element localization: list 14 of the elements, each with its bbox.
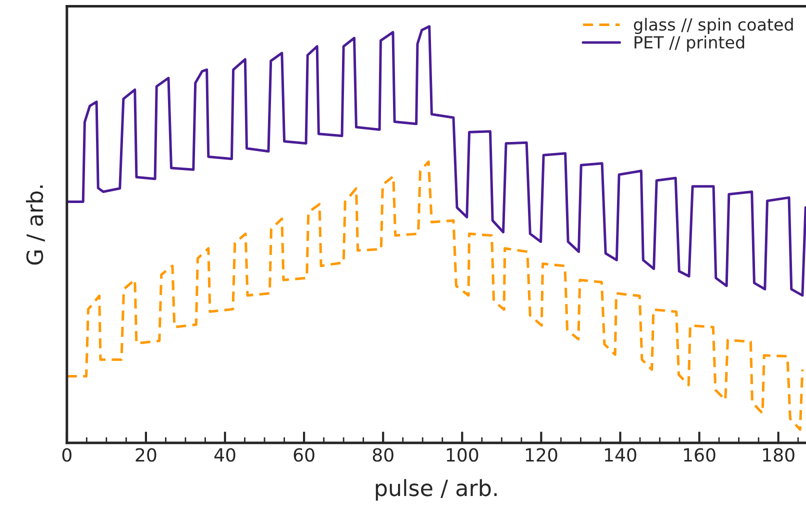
legend-label: glass // spin coated	[634, 18, 793, 34]
x-tick-label: 0	[62, 448, 72, 462]
legend-label: PET // printed	[634, 36, 744, 52]
x-tick-label: 160	[684, 448, 716, 462]
x-tick-label: 60	[294, 448, 314, 462]
x-tick-label: 40	[214, 448, 236, 462]
x-tick-label: 20	[136, 448, 156, 462]
x-tick-label: 140	[604, 448, 636, 462]
x-tick-label: 80	[372, 448, 394, 462]
y-axis-title: G / arb.	[26, 186, 45, 265]
x-tick-label: 100	[446, 448, 478, 462]
x-tick-label: 120	[526, 448, 558, 462]
x-axis-title: pulse / arb.	[376, 479, 497, 501]
x-tick-label: 180	[763, 448, 794, 462]
